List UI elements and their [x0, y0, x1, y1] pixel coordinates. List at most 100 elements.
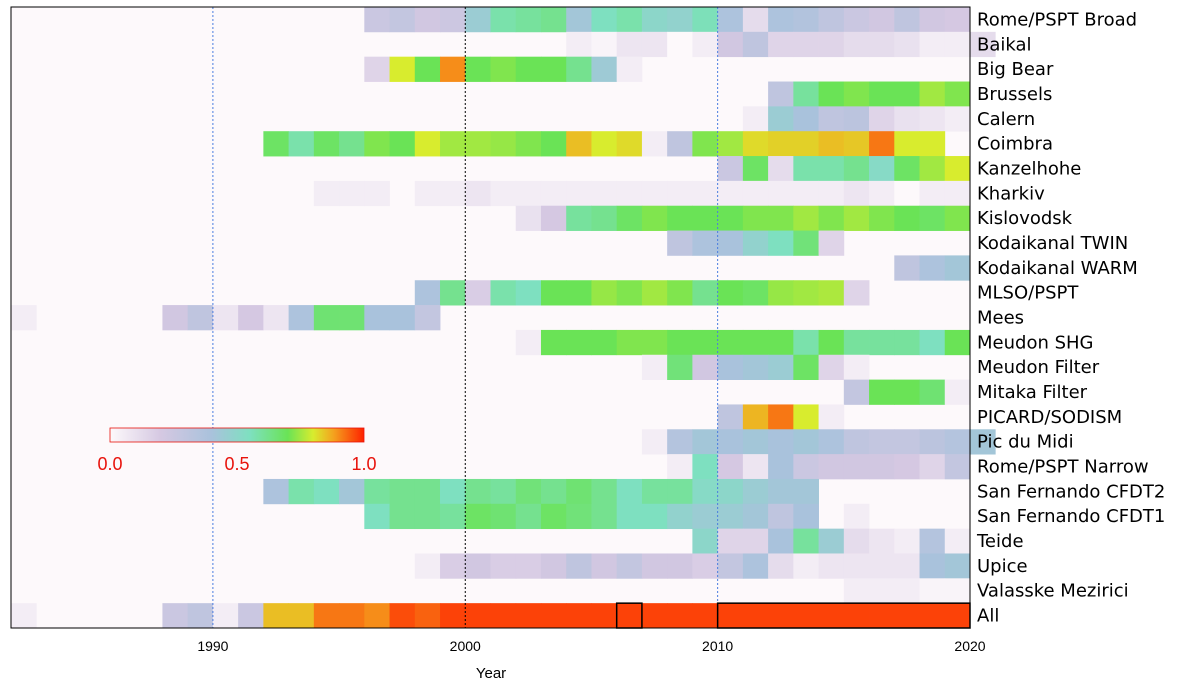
heatmap-cell	[667, 429, 693, 455]
heatmap-cell	[717, 180, 744, 207]
heatmap-cell	[919, 81, 946, 107]
heatmap-cell	[869, 454, 895, 480]
heatmap-cell	[717, 553, 744, 579]
heatmap-cell	[591, 329, 618, 356]
heatmap-cell	[465, 131, 491, 157]
heatmap-cell	[919, 255, 946, 281]
heatmap-cell	[894, 7, 920, 33]
heatmap-cell	[768, 180, 794, 207]
heatmap-cell	[591, 478, 618, 505]
heatmap-cell	[843, 603, 870, 629]
heatmap-cell	[414, 503, 441, 530]
heatmap-cell	[364, 603, 390, 629]
row-label: Kodaikanal TWIN	[977, 233, 1128, 254]
heatmap-cell	[843, 106, 870, 132]
heatmap-cell	[919, 131, 946, 157]
heatmap-cell	[944, 603, 971, 629]
heatmap-cell	[742, 503, 769, 530]
heatmap-cell	[616, 329, 643, 356]
heatmap-cell	[339, 180, 365, 207]
heatmap-cell	[717, 528, 744, 554]
heatmap-cell	[742, 7, 769, 33]
heatmap-cell	[717, 329, 744, 356]
heatmap-cell	[490, 478, 517, 505]
heatmap-cell	[566, 180, 592, 207]
heatmap-cell	[616, 205, 643, 231]
heatmap-cell	[742, 429, 769, 455]
heatmap-cell	[11, 305, 37, 331]
heatmap-cell	[768, 156, 794, 182]
heatmap-cell	[389, 7, 416, 33]
heatmap-cell	[263, 478, 290, 505]
heatmap-cell	[641, 603, 668, 629]
heatmap-cell	[793, 329, 819, 356]
heatmap-cell	[919, 156, 946, 182]
heatmap-cell	[818, 454, 845, 480]
heatmap-cell	[692, 180, 719, 207]
heatmap-cell	[717, 131, 744, 157]
heatmap-cell	[616, 503, 643, 530]
heatmap-cell	[742, 454, 769, 480]
heatmap-cell	[894, 329, 920, 356]
heatmap-cell	[944, 379, 971, 405]
heatmap-cell	[944, 553, 971, 579]
heatmap-cell	[692, 131, 719, 157]
heatmap-cell	[490, 56, 517, 82]
heatmap-cell	[667, 31, 693, 58]
heatmap-cell	[313, 131, 340, 157]
heatmap-cell	[641, 553, 668, 579]
heatmap-cell	[414, 305, 441, 331]
heatmap-cell	[818, 31, 845, 58]
colorbar-tick-1: 0.5	[224, 454, 249, 474]
heatmap-cell	[364, 478, 390, 505]
heatmap-cell	[540, 503, 567, 530]
heatmap-cell	[591, 205, 618, 231]
heatmap-cell	[793, 354, 819, 380]
heatmap-cell	[818, 404, 845, 430]
heatmap-cell	[843, 205, 870, 231]
heatmap-cell	[641, 429, 668, 455]
row-label: Rome/PSPT Narrow	[977, 457, 1149, 478]
heatmap-cell	[768, 131, 794, 157]
heatmap-cell	[515, 131, 542, 157]
heatmap-cell	[389, 603, 416, 629]
heatmap-cell	[742, 528, 769, 554]
heatmap-cell	[869, 106, 895, 132]
heatmap-cell	[641, 31, 668, 58]
heatmap-cell	[667, 180, 693, 207]
heatmap-cell	[717, 454, 744, 480]
heatmap-cell	[641, 180, 668, 207]
heatmap-cell	[364, 305, 390, 331]
row-label: Upice	[977, 556, 1028, 577]
heatmap-cell	[692, 230, 719, 256]
heatmap-cell	[793, 429, 819, 455]
heatmap-cell	[793, 478, 819, 505]
heatmap-cell	[919, 429, 946, 455]
heatmap-cell	[869, 578, 895, 604]
colorbar-tick-2: 1.0	[351, 454, 376, 474]
heatmap-cell	[818, 429, 845, 455]
heatmap-cell	[566, 131, 592, 157]
heatmap-cell	[667, 603, 693, 629]
row-label: San Fernando CFDT1	[977, 506, 1165, 527]
heatmap-cell	[818, 329, 845, 356]
heatmap-cell	[818, 131, 845, 157]
heatmap-cell	[742, 230, 769, 256]
heatmap-cell	[768, 454, 794, 480]
heatmap-cell	[238, 603, 264, 629]
heatmap-cell	[465, 603, 491, 629]
heatmap-cell	[162, 305, 189, 331]
row-label: Kharkiv	[977, 183, 1045, 204]
heatmap-cell	[566, 503, 592, 530]
heatmap-cell	[843, 454, 870, 480]
heatmap-cell	[869, 131, 895, 157]
heatmap-cell	[465, 553, 491, 579]
heatmap-cell	[616, 31, 643, 58]
heatmap-cell	[667, 503, 693, 530]
heatmap-cell	[440, 280, 466, 306]
row-label: Baikal	[977, 34, 1032, 55]
heatmap-cell	[667, 7, 693, 33]
heatmap-cell	[566, 205, 592, 231]
heatmap-cell	[818, 528, 845, 554]
row-label: Rome/PSPT Broad	[977, 9, 1137, 30]
